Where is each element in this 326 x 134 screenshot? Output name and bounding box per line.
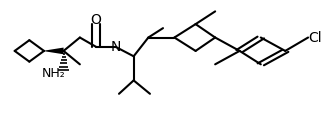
Text: O: O [91, 13, 102, 27]
Text: NH₂: NH₂ [42, 67, 66, 80]
Polygon shape [44, 48, 64, 54]
Text: Cl: Cl [308, 31, 322, 44]
Text: N: N [111, 40, 121, 54]
